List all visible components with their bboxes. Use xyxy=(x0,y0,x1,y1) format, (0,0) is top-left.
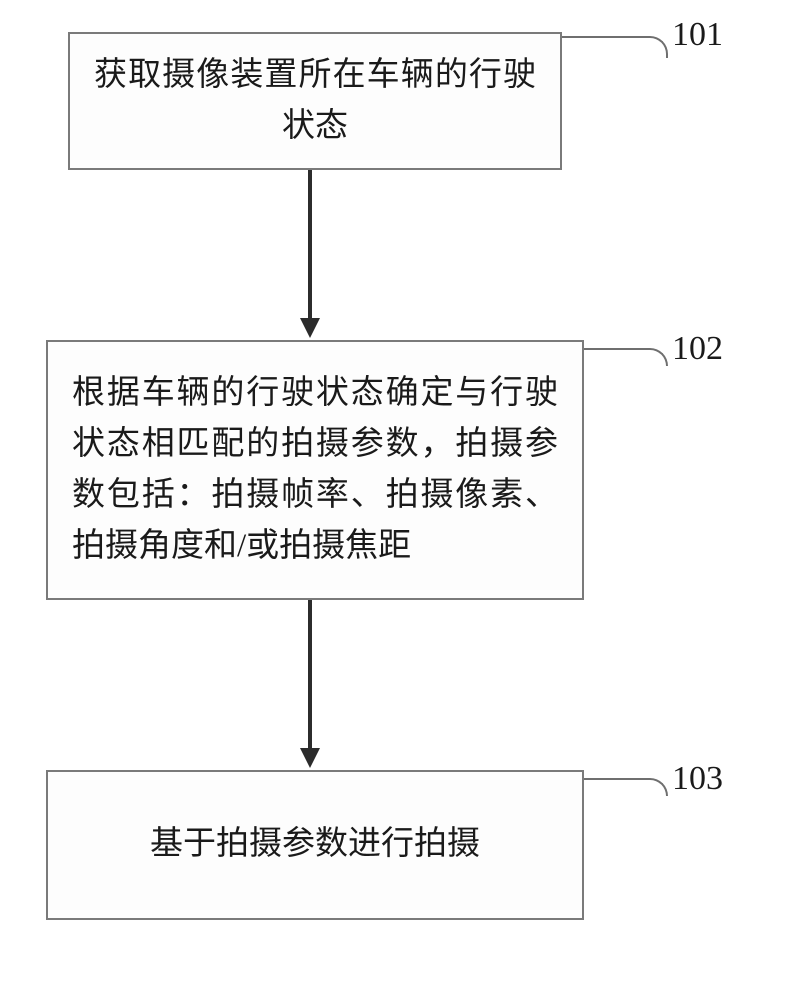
label-connector-3 xyxy=(584,778,668,796)
flow-box-1-text: 获取摄像装置所在车辆的行驶状态 xyxy=(94,50,536,152)
arrow-2-head xyxy=(300,748,320,768)
step-label-102: 102 xyxy=(672,330,723,368)
arrow-1-head xyxy=(300,318,320,338)
flow-box-2-text: 根据车辆的行驶状态确定与行驶状态相匹配的拍摄参数，拍摄参数包括：拍摄帧率、拍摄像… xyxy=(72,368,558,573)
flow-box-3-text: 基于拍摄参数进行拍摄 xyxy=(150,819,480,870)
flow-box-3: 基于拍摄参数进行拍摄 xyxy=(46,770,584,920)
step-label-103: 103 xyxy=(672,760,723,798)
flow-box-2: 根据车辆的行驶状态确定与行驶状态相匹配的拍摄参数，拍摄参数包括：拍摄帧率、拍摄像… xyxy=(46,340,584,600)
arrow-2-line xyxy=(308,600,312,750)
flow-box-1: 获取摄像装置所在车辆的行驶状态 xyxy=(68,32,562,170)
label-connector-2 xyxy=(584,348,668,366)
arrow-1-line xyxy=(308,170,312,320)
label-connector-1 xyxy=(562,36,668,58)
step-label-101: 101 xyxy=(672,16,723,54)
